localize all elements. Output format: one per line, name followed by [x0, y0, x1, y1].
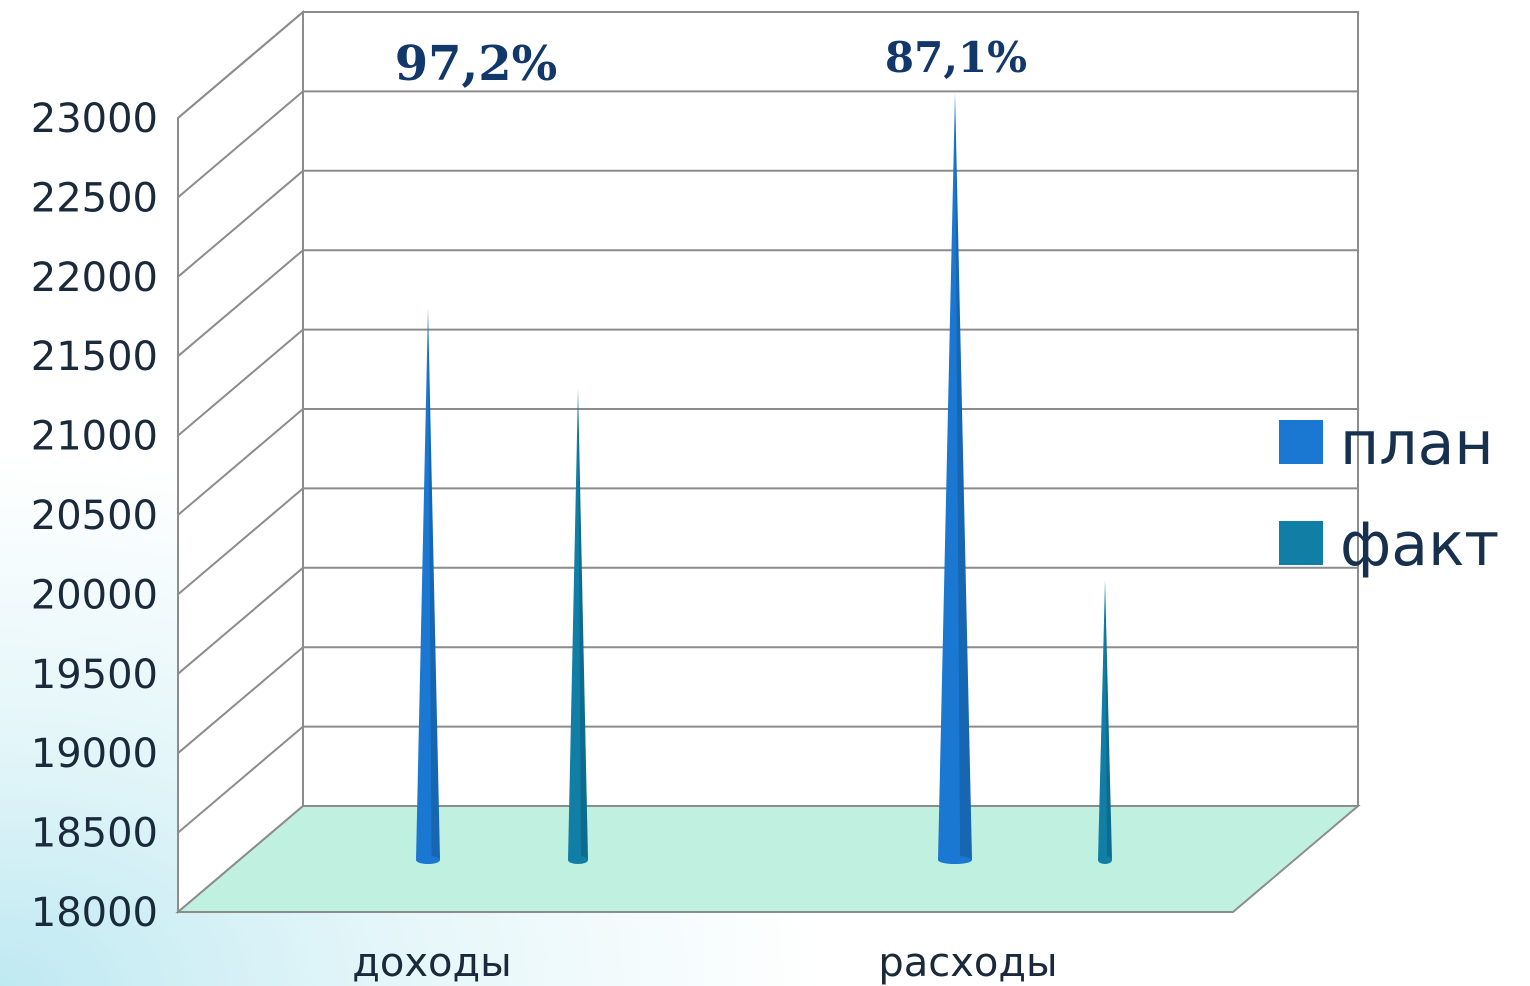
percentage-label: 87,1%	[885, 33, 1027, 82]
cone-plan-expense	[938, 93, 972, 864]
legend-swatch	[1279, 521, 1323, 565]
gridline	[177, 249, 1358, 357]
cone-series	[416, 93, 1112, 864]
y-tick-label: 19000	[31, 731, 158, 777]
cone-base	[568, 856, 588, 864]
gridline	[177, 11, 1358, 119]
percentage-label: 97,2%	[395, 36, 558, 92]
cone-fact-income	[568, 388, 588, 864]
cone-base	[938, 856, 972, 864]
y-tick-label: 20000	[31, 572, 158, 618]
cone-body	[1098, 580, 1112, 860]
gridline	[177, 487, 1358, 596]
y-tick-label: 18500	[31, 811, 158, 857]
chart-floor	[175, 805, 1361, 913]
category-label: расходы	[878, 940, 1057, 986]
category-labels: доходы расходы	[352, 940, 1057, 986]
gridline	[177, 408, 1358, 516]
legend-label: план	[1340, 409, 1494, 479]
gridline	[177, 90, 1358, 199]
cone-shade	[428, 308, 440, 860]
gridline	[177, 566, 1358, 675]
legend-label: факт	[1340, 510, 1499, 580]
gridline	[177, 646, 1358, 754]
cone-body	[938, 93, 972, 860]
y-tick-label: 23000	[31, 96, 158, 142]
y-tick-label: 22000	[31, 255, 158, 301]
y-tick-label: 22500	[31, 175, 158, 221]
y-tick-label: 21000	[31, 414, 158, 460]
cone-plan-income	[416, 308, 440, 864]
cone-shade	[578, 388, 588, 860]
legend: план факт	[1279, 409, 1499, 580]
cone-fact-expense	[1098, 580, 1112, 864]
cone-shade	[955, 93, 972, 860]
legend-swatch	[1279, 420, 1323, 464]
gridlines	[177, 11, 1358, 834]
cone-body	[416, 308, 440, 860]
gridline	[177, 169, 1358, 278]
cone-body	[568, 388, 588, 860]
y-tick-label: 18000	[31, 890, 158, 936]
cone-base	[416, 856, 440, 864]
cone-shade	[1105, 580, 1112, 860]
y-tick-label: 20500	[31, 493, 158, 539]
gridline	[177, 725, 1358, 834]
category-label: доходы	[352, 940, 512, 986]
cone-base	[1098, 856, 1112, 864]
y-tick-label: 19500	[31, 652, 158, 698]
y-tick-label: 21500	[31, 334, 158, 380]
percentage-annotations: 97,2% 87,1%	[395, 33, 1027, 92]
y-axis-ticks: 23000 22500 22000 21500 21000 20500 20000 19500…	[31, 96, 158, 936]
gridline	[177, 328, 1358, 437]
